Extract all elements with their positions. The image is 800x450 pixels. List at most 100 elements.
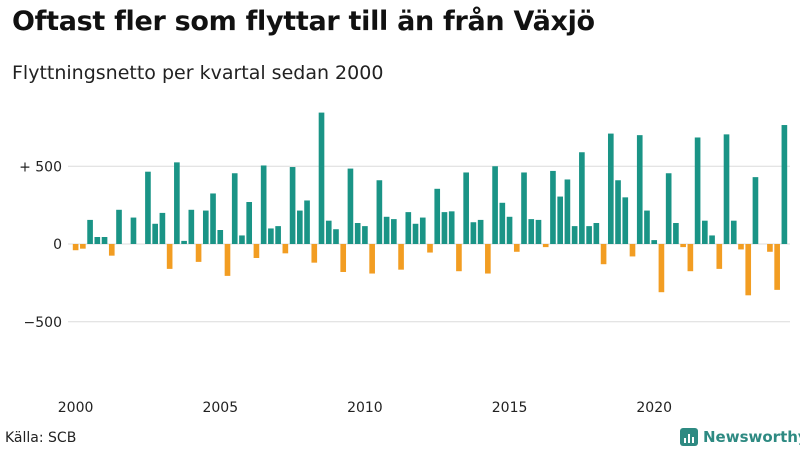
bar[interactable]: [622, 197, 629, 244]
bar[interactable]: [108, 244, 115, 256]
bar[interactable]: [709, 235, 715, 244]
bar[interactable]: [730, 220, 737, 244]
bar[interactable]: [412, 223, 419, 244]
bar[interactable]: [419, 217, 426, 244]
bar[interactable]: [289, 167, 296, 244]
bar[interactable]: [398, 244, 404, 270]
bar[interactable]: [188, 209, 195, 244]
bar[interactable]: [665, 173, 672, 244]
bar[interactable]: [159, 212, 166, 244]
bar[interactable]: [101, 237, 108, 244]
bar[interactable]: [333, 229, 339, 244]
bar[interactable]: [738, 244, 744, 250]
bar[interactable]: [470, 222, 477, 244]
bar[interactable]: [405, 212, 412, 244]
bar[interactable]: [260, 165, 267, 244]
bar[interactable]: [391, 219, 397, 244]
bar[interactable]: [528, 219, 535, 244]
bar[interactable]: [694, 137, 701, 244]
bar[interactable]: [752, 177, 759, 244]
bar[interactable]: [593, 223, 600, 244]
bar[interactable]: [362, 226, 368, 244]
bar[interactable]: [268, 228, 274, 244]
bar[interactable]: [456, 244, 462, 272]
bar[interactable]: [116, 209, 122, 244]
bar[interactable]: [477, 219, 484, 244]
bar[interactable]: [767, 244, 773, 252]
bar[interactable]: [781, 125, 788, 244]
bar[interactable]: [651, 240, 658, 244]
bar[interactable]: [542, 244, 549, 248]
bar[interactable]: [72, 244, 79, 251]
bar[interactable]: [492, 166, 498, 244]
bar[interactable]: [557, 196, 563, 244]
bar[interactable]: [658, 244, 665, 293]
bar[interactable]: [571, 226, 578, 244]
bar[interactable]: [94, 237, 101, 244]
bar[interactable]: [246, 202, 253, 244]
bar[interactable]: [600, 244, 607, 265]
bar[interactable]: [615, 180, 621, 245]
bar[interactable]: [723, 134, 730, 244]
bar[interactable]: [376, 180, 383, 245]
bar[interactable]: [636, 135, 643, 244]
bar[interactable]: [210, 193, 216, 244]
x-tick-label: 2015: [492, 400, 528, 416]
bar[interactable]: [687, 244, 694, 272]
bar[interactable]: [282, 244, 289, 254]
bar[interactable]: [499, 202, 506, 244]
bar[interactable]: [202, 210, 209, 244]
bar[interactable]: [231, 173, 238, 244]
x-tick-label: 2010: [347, 400, 383, 416]
bar[interactable]: [586, 226, 592, 244]
bar[interactable]: [441, 212, 448, 244]
bar[interactable]: [80, 244, 86, 249]
bar[interactable]: [275, 226, 281, 244]
bar[interactable]: [195, 244, 202, 262]
bar[interactable]: [181, 240, 187, 244]
bar[interactable]: [564, 179, 571, 244]
bar[interactable]: [427, 244, 433, 253]
bar[interactable]: [550, 170, 556, 244]
bar[interactable]: [506, 216, 513, 244]
bar[interactable]: [702, 220, 708, 244]
bar[interactable]: [369, 244, 375, 274]
bar[interactable]: [448, 211, 455, 244]
bar[interactable]: [297, 210, 303, 244]
bar[interactable]: [130, 217, 137, 244]
bar[interactable]: [174, 162, 180, 244]
bar[interactable]: [673, 223, 679, 244]
bar[interactable]: [217, 230, 224, 244]
bar[interactable]: [629, 244, 636, 257]
bar[interactable]: [535, 219, 542, 244]
bar[interactable]: [521, 172, 527, 244]
bar[interactable]: [680, 244, 686, 248]
bar[interactable]: [253, 244, 260, 258]
bar[interactable]: [434, 188, 441, 244]
bar[interactable]: [716, 244, 723, 269]
bar[interactable]: [485, 244, 491, 274]
bar[interactable]: [224, 244, 231, 276]
bar[interactable]: [774, 244, 780, 290]
bar[interactable]: [513, 244, 520, 252]
bar[interactable]: [239, 235, 245, 244]
bar[interactable]: [383, 216, 390, 244]
bar[interactable]: [311, 244, 318, 263]
bar[interactable]: [87, 219, 93, 244]
bar[interactable]: [607, 133, 614, 244]
bar[interactable]: [325, 220, 332, 244]
bar[interactable]: [166, 244, 173, 269]
bar[interactable]: [644, 210, 650, 244]
bar[interactable]: [347, 168, 354, 244]
bar[interactable]: [304, 200, 310, 244]
bar[interactable]: [745, 244, 752, 296]
bar[interactable]: [152, 223, 158, 244]
brand-logo[interactable]: Newsworthy: [680, 428, 800, 446]
bar[interactable]: [463, 172, 469, 244]
bar[interactable]: [579, 152, 585, 244]
bar[interactable]: [145, 171, 151, 244]
y-tick-label: + 500: [19, 159, 62, 175]
bar[interactable]: [340, 244, 347, 272]
bar[interactable]: [318, 112, 325, 244]
bar[interactable]: [354, 223, 361, 244]
